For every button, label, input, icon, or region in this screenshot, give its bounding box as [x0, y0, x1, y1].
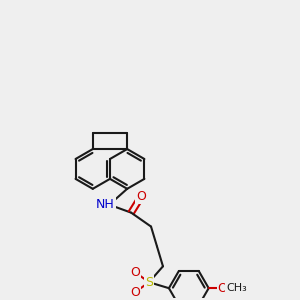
Text: O: O [130, 286, 140, 299]
Text: O: O [136, 190, 146, 203]
Text: O: O [130, 266, 140, 279]
Text: S: S [145, 276, 153, 289]
Text: NH: NH [96, 198, 115, 211]
Text: O: O [218, 282, 227, 295]
Text: CH₃: CH₃ [226, 283, 247, 293]
